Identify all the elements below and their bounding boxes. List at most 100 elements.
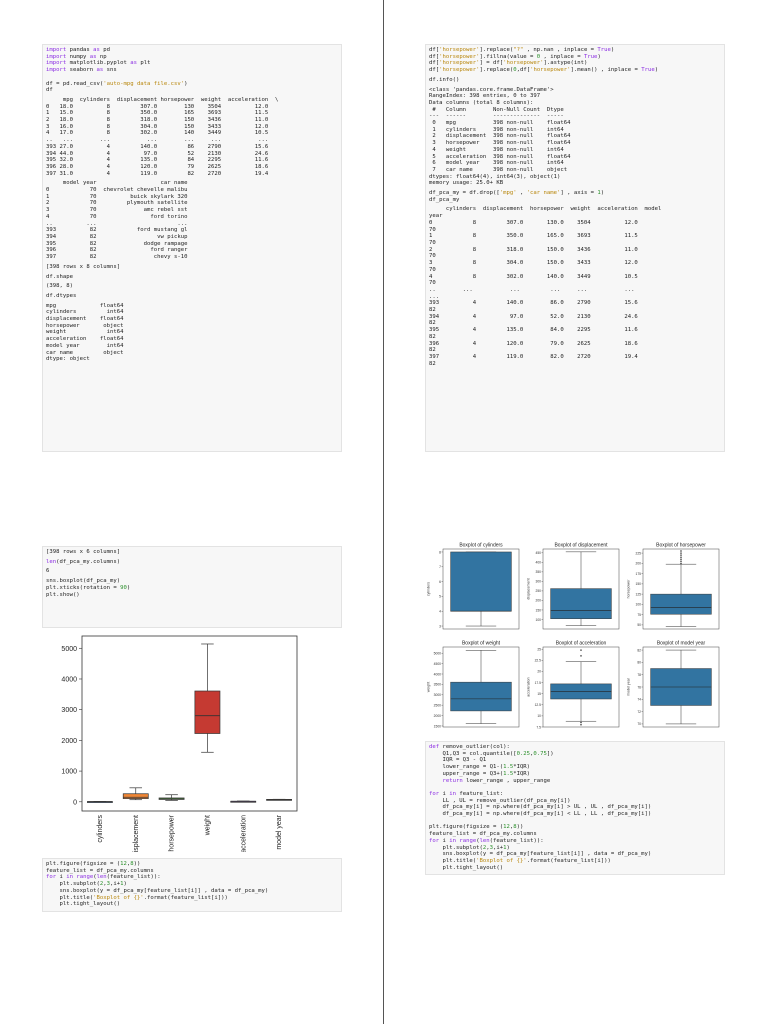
subplot-y-tick-label: 8 (439, 550, 441, 554)
x-tick-label: horsepower (169, 814, 176, 851)
y-tick-label: 1000 (61, 769, 77, 776)
box-weight (194, 690, 221, 734)
right-top-cell: df['horsepower'].replace("?" , np.nan , … (425, 44, 725, 452)
subplot-y-tick-label: 20 (537, 670, 541, 674)
subplot-outlier (580, 723, 582, 726)
subplot-title: Boxplot of horsepower (656, 543, 706, 549)
info-output: <class 'pandas.core.frame.DataFrame'> Ra… (429, 86, 571, 187)
subplot-y-tick-label: 76 (637, 685, 641, 689)
x-tick-label: acceleration (240, 815, 247, 852)
subplot-y-tick-label: 125 (635, 592, 641, 596)
x-tick-label: model year (276, 814, 283, 849)
subplot-y-tick-label: 15 (537, 692, 541, 696)
subplot-y-tick-label: 225 (635, 551, 641, 555)
combined-boxplot-figure: 0 1000 2000 3000 4000 5000 cylinders displaceme… (42, 632, 302, 856)
subplot-outlier (680, 560, 682, 563)
subplot-y-tick-label: 3500 (434, 683, 442, 687)
left-bottom-cell: [398 rows x 6 columns] len(df_pca_my.col… (42, 546, 342, 628)
dtypes-output: mpg float64 cylinders int64 displacement… (46, 302, 124, 363)
subplot-y-tick-label: 150 (635, 582, 641, 586)
y-tick-label: 0 (73, 799, 77, 806)
combined-boxplot-chart: 0 1000 2000 3000 4000 5000 cylinders displaceme… (61, 635, 298, 856)
rows-note-6: [398 rows x 6 columns] (46, 549, 121, 555)
subplot-outlier (580, 649, 582, 652)
subplots-chart: Boxplot of cylinders345678cylindersBoxpl… (427, 543, 720, 729)
subplot-y-tick-label: 175 (635, 572, 641, 576)
info-command: df.info() (429, 76, 460, 83)
subplot-y-tick-label: 25 (537, 648, 541, 652)
len-command: len(df_pca_my.columns) (46, 558, 121, 565)
subplot-y-tick-label: 50 (637, 623, 641, 627)
subplot-y-tick-label: 5 (439, 595, 441, 599)
subplot-y-tick-label: 4500 (434, 662, 442, 666)
shape-command: df.shape (46, 273, 73, 280)
subplot-outlier (580, 654, 582, 657)
dtypes-command: df.dtypes (46, 292, 77, 299)
subplot-title: Boxplot of weight (462, 641, 501, 647)
y-tick-label: 4000 (61, 676, 77, 683)
subplot-y-tick-label: 72 (637, 710, 641, 714)
subplot-y-tick-label: 4000 (434, 672, 442, 676)
subplot-title: Boxplot of model year (657, 641, 706, 647)
subplot-y-tick-label: 3 (439, 624, 441, 628)
subplot-y-tick-label: 74 (637, 698, 641, 702)
subplot-outlier (680, 550, 682, 553)
horsepower-clean-code: df['horsepower'].replace("?" , np.nan , … (429, 47, 659, 74)
subplot-outlier (580, 721, 582, 724)
subplot-y-label: horsepower (627, 579, 631, 599)
subplot-y-label: cylinders (427, 582, 431, 596)
x-tick-label: displacement (133, 815, 140, 852)
subplot-title: Boxplot of displacement (554, 543, 608, 549)
subplot-y-tick-label: 22.5 (535, 659, 542, 663)
subplot-y-tick-label: 7.5 (536, 725, 541, 729)
subplot-y-tick-label: 250 (535, 589, 541, 593)
subplot-outlier (680, 556, 682, 559)
subplot-y-tick-label: 70 (637, 722, 641, 726)
pca-dataframe-table: cylinders displacement horsepower weight… (429, 206, 662, 367)
dataframe-table-part2: model year car name 0 70 chevrolet cheve… (46, 180, 188, 261)
subplot-outlier (680, 554, 682, 557)
subplot-y-tick-label: 150 (535, 608, 541, 612)
subplot-y-tick-label: 78 (637, 673, 641, 677)
subplot-y-tick-label: 300 (535, 580, 541, 584)
outlier-code-cell: def remove_outlier(col): Q1,Q3 = col.qua… (425, 741, 725, 875)
subplot-y-tick-label: 100 (535, 618, 541, 622)
subplot-y-tick-label: 100 (635, 603, 641, 607)
subplot-y-tick-label: 5000 (434, 652, 442, 656)
subplot-y-tick-label: 7 (439, 565, 441, 569)
subplot-y-tick-label: 10 (537, 714, 541, 718)
subplots-figure: Boxplot of cylinders 3 4 5 6 7 8 cylinders Boxpl… (425, 540, 725, 736)
left-top-cell: import pandas as pd import numpy as np i… (42, 44, 342, 452)
y-tick-label: 5000 (61, 646, 77, 653)
subplot-y-tick-label: 2000 (434, 714, 442, 718)
x-tick-label: cylinders (97, 815, 104, 843)
len-output: 6 (46, 568, 50, 575)
subplot-y-tick-label: 75 (637, 613, 641, 617)
subplot-y-tick-label: 2500 (434, 703, 442, 707)
subplot-title: Boxplot of acceleration (556, 641, 607, 647)
subplot-y-tick-label: 1500 (434, 724, 442, 728)
x-tick-label: weight (204, 815, 211, 836)
page-divider (383, 0, 384, 1024)
subplot-y-tick-label: 6 (439, 580, 441, 584)
subplot-box (450, 681, 512, 712)
y-tick-label: 3000 (61, 707, 77, 714)
subplot-code: plt.figure(figsize = (12,8)) feature_lis… (46, 861, 269, 908)
subplot-y-label: weight (427, 682, 431, 692)
boxplot-code: sns.boxplot(df_pca_my) plt.xticks(rotati… (46, 578, 131, 598)
shape-output: (398, 8) (46, 283, 73, 290)
subplot-y-tick-label: 200 (535, 599, 541, 603)
subplot-y-tick-label: 3000 (434, 693, 442, 697)
import-code: import pandas as pd import numpy as np i… (46, 47, 188, 94)
subplot-outlier (680, 558, 682, 561)
subplot-y-tick-label: 12.5 (535, 703, 542, 707)
subplot-y-tick-label: 4 (439, 610, 441, 614)
subplot-y-label: displacement (527, 578, 531, 599)
subplot-y-tick-label: 400 (535, 561, 541, 565)
drop-code: df_pca_my = df.drop(['mpg' , 'car name']… (429, 190, 605, 203)
subplot-y-tick-label: 82 (637, 648, 641, 652)
subplot-y-label: model year (627, 677, 631, 696)
dataframe-table-part1: mpg cylinders displacement horsepower we… (46, 96, 279, 177)
y-tick-label: 2000 (61, 738, 77, 745)
rows-note: [398 rows x 8 columns] (46, 263, 121, 270)
